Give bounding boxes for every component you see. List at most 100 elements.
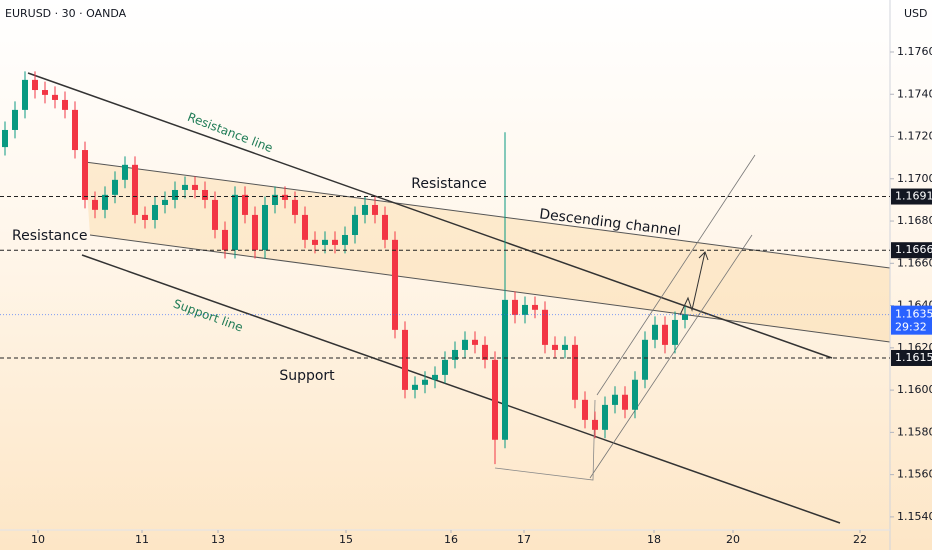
candle-body: [652, 324, 658, 340]
candle-body: [292, 199, 298, 215]
x-tick-label: 18: [647, 533, 661, 546]
resistance-trendline: [27, 72, 833, 359]
candle-body: [662, 324, 668, 345]
channel-fill: [85, 162, 890, 342]
candle-body: [152, 204, 158, 220]
candle-body: [322, 239, 328, 245]
y-tick-label: 1.17200: [897, 130, 932, 143]
candle-body: [632, 379, 638, 410]
candle-body: [72, 109, 78, 151]
candle-body: [342, 234, 348, 245]
candle-body: [482, 344, 488, 360]
support-label: Support: [279, 368, 335, 384]
candle-body: [512, 299, 518, 315]
candle-body: [12, 109, 18, 130]
candle-body: [172, 189, 178, 200]
y-tick-label: 1.16000: [897, 383, 932, 396]
candle-body: [602, 404, 608, 430]
candle-body: [202, 189, 208, 200]
candle-body: [82, 150, 88, 200]
candle-body: [282, 194, 288, 200]
countdown: 29:32: [895, 321, 927, 334]
candle-body: [312, 239, 318, 245]
candle-body: [552, 344, 558, 350]
candle-body: [532, 304, 538, 310]
x-tick-label: 11: [135, 533, 149, 546]
rising-channel-bottom: [589, 234, 753, 479]
level-box: [891, 349, 932, 366]
candle-body: [372, 204, 378, 215]
level-label: 1.16662: [895, 243, 932, 256]
candle-body: [272, 194, 278, 205]
support-line-label: Support line: [172, 296, 245, 334]
level-label: 1.16916: [895, 190, 932, 203]
currency: USD: [904, 7, 928, 20]
candle-body: [582, 399, 588, 420]
candle-body: [132, 164, 138, 215]
y-tick-label: 1.15600: [897, 468, 932, 481]
chart-title: EURUSD · 30 · OANDA: [5, 7, 127, 20]
last-price-label: 1.16357: [895, 308, 932, 321]
candle-body: [112, 179, 118, 195]
candle-body: [302, 214, 308, 240]
candle-body: [242, 194, 248, 215]
candle-body: [222, 229, 228, 250]
candle-body: [392, 239, 398, 330]
candle-body: [542, 309, 548, 345]
candle-body: [162, 199, 168, 205]
arrow-head: [698, 251, 709, 261]
measure-lines: [494, 399, 596, 481]
candle-body: [122, 164, 128, 180]
candle-body: [642, 339, 648, 380]
candle-body: [212, 199, 218, 230]
candle-body: [92, 199, 98, 210]
candle-body: [22, 79, 28, 110]
candle-body: [672, 319, 678, 345]
candle-body: [252, 214, 258, 250]
candle-body: [352, 214, 358, 235]
rising-channel-top: [596, 154, 756, 396]
candle-body: [572, 344, 578, 400]
candle-body: [52, 94, 58, 100]
x-tick-label: 16: [444, 533, 458, 546]
candle-body: [682, 314, 688, 320]
level-box: [891, 188, 932, 205]
x-tick-label: 15: [339, 533, 353, 546]
x-tick-label: 17: [517, 533, 531, 546]
support-trendline: [81, 254, 841, 524]
candle-body: [362, 204, 368, 215]
resistance-line-label: Resistance line: [186, 110, 275, 155]
candle-body: [402, 329, 408, 390]
candle-body: [382, 214, 388, 240]
y-tick-label: 1.15400: [897, 510, 932, 523]
candle-body: [432, 374, 438, 380]
candle-body: [62, 99, 68, 110]
candle-body: [422, 379, 428, 385]
y-tick-label: 1.17600: [897, 45, 932, 58]
candle-body: [42, 90, 48, 95]
candle-body: [182, 184, 188, 190]
candle-body: [452, 349, 458, 360]
candle-body: [502, 299, 508, 440]
y-tick-label: 1.17000: [897, 172, 932, 185]
x-tick-label: 10: [31, 533, 45, 546]
x-tick-label: 22: [853, 533, 867, 546]
candle-body: [472, 339, 478, 345]
resistance-label: Resistance: [411, 176, 486, 192]
candle-body: [32, 79, 38, 91]
candle-body: [262, 204, 268, 250]
candle-body: [522, 304, 528, 315]
candle-body: [332, 239, 338, 245]
candle-body: [142, 214, 148, 220]
projection-arrow: [679, 251, 706, 316]
candle-body: [102, 194, 108, 210]
candle-body: [622, 394, 628, 410]
y-tick-label: 1.16800: [897, 214, 932, 227]
candle-body: [562, 344, 568, 350]
y-tick-label: 1.16600: [897, 256, 932, 269]
x-tick-label: 20: [726, 533, 740, 546]
candle-body: [592, 419, 598, 430]
candle-body: [612, 394, 618, 405]
last-price-box: [891, 305, 932, 335]
